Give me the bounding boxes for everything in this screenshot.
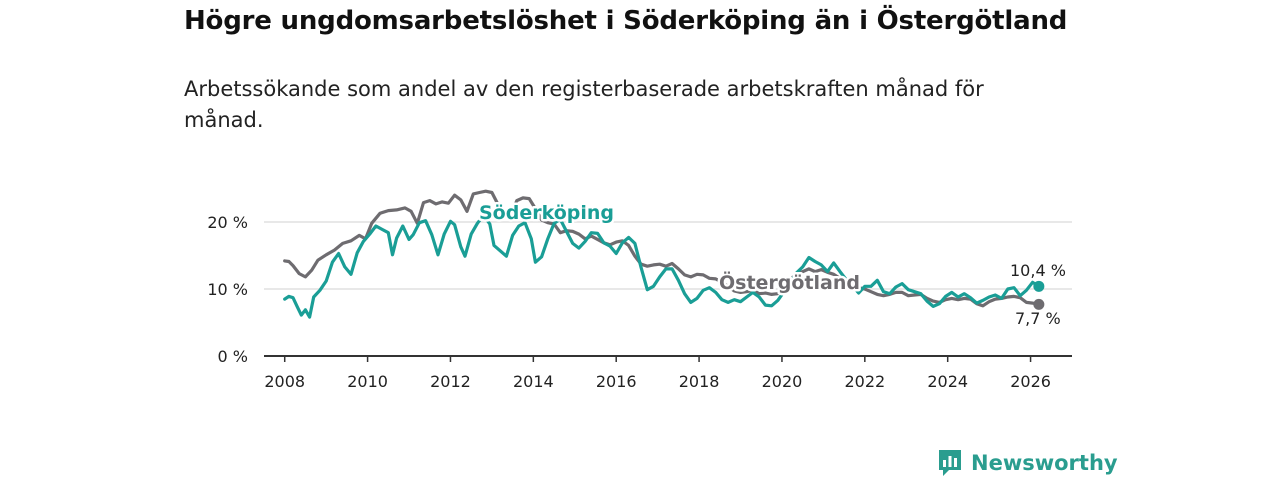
series-lines — [283, 189, 1045, 319]
brand-logo: Newsworthy — [937, 448, 1118, 478]
x-tick-label: 2024 — [927, 372, 968, 391]
y-tick-label: 20 % — [207, 213, 248, 232]
ostergotland-end-label: 7,7 % — [1015, 309, 1061, 328]
ostergotland-line — [283, 189, 1041, 308]
x-tick-label: 2014 — [513, 372, 554, 391]
soderkoping-end-point — [1033, 280, 1045, 292]
y-tick-label: 10 % — [207, 280, 248, 299]
soderkoping-end-label: 10,4 % — [1010, 261, 1066, 280]
soderkoping-line — [283, 213, 1041, 319]
brand-name: Newsworthy — [971, 451, 1118, 475]
newsworthy-logo-icon — [939, 450, 961, 476]
gridlines — [264, 221, 1072, 290]
x-tick-label: 2010 — [347, 372, 388, 391]
y-axis: 0 % 10 % 20 % — [207, 213, 248, 366]
ostergotland-label: Östergötland — [719, 270, 860, 294]
y-tick-label: 0 % — [218, 347, 248, 366]
x-tick-label: 2020 — [762, 372, 803, 391]
chart-title: Högre ungdomsarbetslöshet i Söderköping … — [184, 6, 1068, 36]
soderkoping-label: Söderköping — [479, 202, 614, 224]
x-tick-label: 2026 — [1010, 372, 1051, 391]
x-tick-label: 2012 — [430, 372, 471, 391]
x-tick-label: 2022 — [844, 372, 885, 391]
x-tick-label: 2018 — [679, 372, 720, 391]
series-labels: Östergötland Söderköping 10,4 % 7,7 % — [477, 200, 1068, 331]
x-tick-label: 2008 — [264, 372, 305, 391]
chart-subtitle: Arbetssökande som andel av den registerb… — [184, 77, 984, 132]
ostergotland-end-point — [1033, 298, 1045, 310]
x-axis: 2008 2010 2012 2014 2016 2018 2020 2022 2024 2026 — [264, 355, 1072, 391]
x-tick-label: 2016 — [596, 372, 637, 391]
